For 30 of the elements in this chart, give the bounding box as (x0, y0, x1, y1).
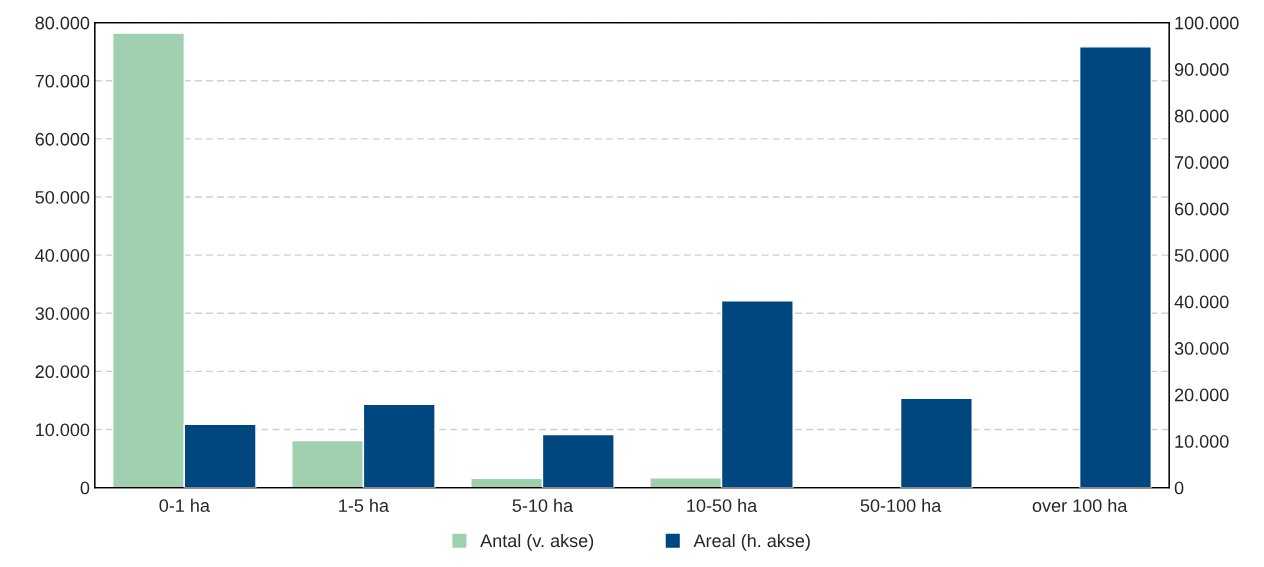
y2-tick-label: 90.000 (1174, 63, 1229, 76)
legend-label: Antal (v. akse) (480, 533, 594, 551)
y-tick-label: 70.000 (35, 74, 90, 88)
y2-tick-label: 20.000 (1174, 388, 1229, 402)
y-tick-label: 40.000 (35, 249, 90, 262)
y-tick-label: 30.000 (35, 307, 90, 320)
y2-tick-label: 80.000 (1174, 109, 1229, 123)
y2-tick-label: 0 (1174, 481, 1184, 495)
x-tick-label: 0-1 ha (159, 498, 210, 512)
y2-tick-label: 50.000 (1174, 249, 1229, 262)
x-tick-label: 1-5 ha (339, 498, 389, 512)
y-tick-label: 20.000 (35, 365, 90, 379)
x-tick-label: 5-10 ha (512, 498, 574, 512)
x-tick-label: 50-100 ha (860, 498, 942, 512)
bar (899, 397, 973, 488)
x-tick-label: 10-50 ha (687, 498, 758, 512)
y2-tick-label: 40.000 (1174, 295, 1229, 309)
x-tick-label: over 100 ha (1032, 498, 1128, 512)
y-tick-label: 60.000 (35, 132, 90, 146)
y2-tick-label: 30.000 (1174, 342, 1229, 355)
y-tick-label: 0 (80, 481, 90, 495)
legend-label: Areal (h. akse) (693, 533, 810, 551)
y2-tick-label: 100.000 (1175, 16, 1239, 30)
y2-tick-label: 70.000 (1174, 156, 1229, 169)
y-tick-label: 80.000 (35, 16, 90, 30)
bar (1078, 46, 1152, 488)
y-tick-label: 50.000 (35, 190, 90, 204)
y-tick-label: 10.000 (36, 423, 90, 437)
y2-tick-label: 60.000 (1174, 202, 1229, 216)
y2-tick-label: 10.000 (1175, 435, 1229, 448)
